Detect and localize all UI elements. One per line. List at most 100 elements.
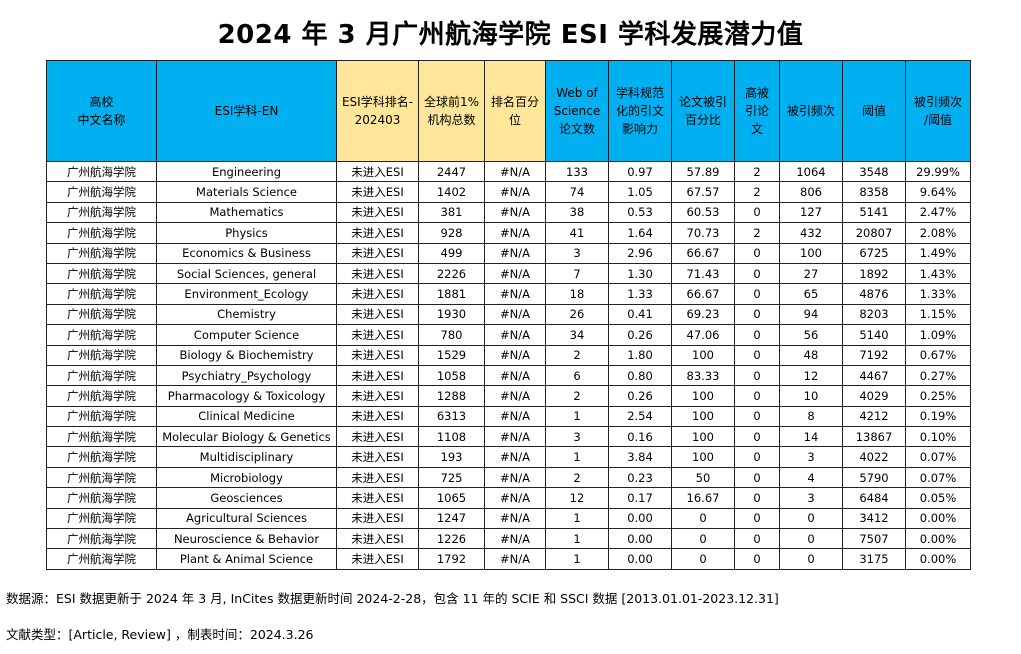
cell-citations: 806 xyxy=(779,181,843,203)
cell-school: 广州航海学院 xyxy=(46,446,157,468)
cell-esi-rank: 未进入ESI xyxy=(336,548,419,570)
cell-wos-papers: 1 xyxy=(545,528,609,550)
cell-rank-percentile: #N/A xyxy=(484,426,546,448)
cell-citation-ratio: 1.09% xyxy=(905,324,971,346)
cell-school: 广州航海学院 xyxy=(46,160,157,183)
cell-rank-percentile: #N/A xyxy=(484,487,546,509)
cell-citation-ratio: 0.00% xyxy=(905,507,971,530)
cell-citations: 12 xyxy=(779,364,843,387)
cell-wos-papers: 38 xyxy=(545,201,609,224)
cell-threshold: 4467 xyxy=(842,364,906,387)
cell-threshold: 5140 xyxy=(842,324,906,346)
cell-rank-percentile: #N/A xyxy=(484,222,546,244)
cell-highly-cited: 0 xyxy=(734,426,780,448)
document-type-note: 文献类型：[Article, Review] ，制表时间：2024.3.26 xyxy=(6,627,314,642)
cell-cnci: 0.00 xyxy=(608,548,672,570)
cell-school: 广州航海学院 xyxy=(46,405,157,428)
cell-highly-cited: 2 xyxy=(734,222,780,244)
cell-top1-total: 1108 xyxy=(418,426,485,448)
cell-citation-ratio: 1.15% xyxy=(905,303,971,326)
cell-rank-percentile: #N/A xyxy=(484,405,546,428)
cell-top1-total: 1058 xyxy=(418,364,485,387)
cell-threshold: 6725 xyxy=(842,242,906,264)
cell-citation-ratio: 0.25% xyxy=(905,385,971,407)
cell-threshold: 4212 xyxy=(842,405,906,428)
cell-top1-total: 193 xyxy=(418,446,485,468)
cell-wos-papers: 7 xyxy=(545,262,609,285)
cell-subject: Multidisciplinary xyxy=(156,446,337,468)
cell-subject: Mathematics xyxy=(156,201,337,224)
cell-highly-cited: 0 xyxy=(734,283,780,305)
col-header-rank-percentile: 排名百分 位 xyxy=(484,60,546,162)
cell-esi-rank: 未进入ESI xyxy=(336,262,419,285)
cell-highly-cited: 2 xyxy=(734,181,780,203)
cell-citation-ratio: 0.10% xyxy=(905,426,971,448)
cell-school: 广州航海学院 xyxy=(46,466,157,489)
cell-subject: Computer Science xyxy=(156,324,337,346)
cell-highly-cited: 0 xyxy=(734,242,780,264)
cell-top1-total: 725 xyxy=(418,466,485,489)
cell-wos-papers: 26 xyxy=(545,303,609,326)
table-body: 广州航海学院 Engineering 未进入ESI 2447 #N/A 133 0.97 57… xyxy=(46,160,971,570)
cell-cnci: 2.96 xyxy=(608,242,672,264)
cell-citation-ratio: 29.99% xyxy=(905,160,971,183)
cell-citation-ratio: 9.64% xyxy=(905,181,971,203)
cell-highly-cited: 0 xyxy=(734,303,780,326)
table-row: 广州航海学院 Geosciences 未进入ESI 1065 #N/A 12 0.17 16.… xyxy=(46,487,971,509)
cell-wos-papers: 41 xyxy=(545,222,609,244)
cell-wos-papers: 2 xyxy=(545,385,609,407)
cell-cited-percent: 0 xyxy=(671,528,735,550)
cell-wos-papers: 1 xyxy=(545,446,609,468)
cell-top1-total: 1288 xyxy=(418,385,485,407)
cell-top1-total: 6313 xyxy=(418,405,485,428)
cell-wos-papers: 133 xyxy=(545,160,609,183)
cell-cited-percent: 66.67 xyxy=(671,242,735,264)
table-row: 广州航海学院 Pharmacology & Toxicology 未进入ESI 128… xyxy=(46,385,971,407)
cell-cited-percent: 70.73 xyxy=(671,222,735,244)
cell-rank-percentile: #N/A xyxy=(484,385,546,407)
table-row: 广州航海学院 Psychiatry_Psychology 未进入ESI 1058 #N/… xyxy=(46,364,971,387)
cell-esi-rank: 未进入ESI xyxy=(336,487,419,509)
cell-rank-percentile: #N/A xyxy=(484,303,546,326)
cell-cited-percent: 100 xyxy=(671,344,735,366)
cell-rank-percentile: #N/A xyxy=(484,324,546,346)
cell-school: 广州航海学院 xyxy=(46,181,157,203)
col-header-citations: 被引频次 xyxy=(779,60,843,162)
cell-citations: 65 xyxy=(779,283,843,305)
cell-citation-ratio: 1.33% xyxy=(905,283,971,305)
cell-rank-percentile: #N/A xyxy=(484,160,546,183)
cell-cited-percent: 50 xyxy=(671,466,735,489)
cell-highly-cited: 0 xyxy=(734,487,780,509)
cell-citations: 14 xyxy=(779,426,843,448)
cell-citations: 3 xyxy=(779,487,843,509)
cell-cnci: 0.17 xyxy=(608,487,672,509)
cell-cited-percent: 69.23 xyxy=(671,303,735,326)
cell-citation-ratio: 0.07% xyxy=(905,466,971,489)
cell-citations: 432 xyxy=(779,222,843,244)
cell-citations: 48 xyxy=(779,344,843,366)
cell-threshold: 20807 xyxy=(842,222,906,244)
cell-threshold: 5790 xyxy=(842,466,906,489)
cell-esi-rank: 未进入ESI xyxy=(336,466,419,489)
cell-cnci: 1.64 xyxy=(608,222,672,244)
cell-citations: 1064 xyxy=(779,160,843,183)
cell-school: 广州航海学院 xyxy=(46,303,157,326)
table-row: 广州航海学院 Economics & Business 未进入ESI 499 #N/A 3… xyxy=(46,242,971,264)
cell-highly-cited: 0 xyxy=(734,446,780,468)
table-row: 广州航海学院 Engineering 未进入ESI 2447 #N/A 133 0.97 57… xyxy=(46,160,971,183)
cell-esi-rank: 未进入ESI xyxy=(336,507,419,530)
table-row: 广州航海学院 Microbiology 未进入ESI 725 #N/A 2 0.23 50 0 4… xyxy=(46,466,971,489)
cell-school: 广州航海学院 xyxy=(46,344,157,366)
cell-esi-rank: 未进入ESI xyxy=(336,385,419,407)
col-header-subject: ESI学科-EN xyxy=(156,60,337,162)
cell-esi-rank: 未进入ESI xyxy=(336,222,419,244)
cell-rank-percentile: #N/A xyxy=(484,446,546,468)
cell-school: 广州航海学院 xyxy=(46,507,157,530)
cell-cnci: 2.54 xyxy=(608,405,672,428)
cell-subject: Psychiatry_Psychology xyxy=(156,364,337,387)
cell-top1-total: 499 xyxy=(418,242,485,264)
cell-school: 广州航海学院 xyxy=(46,426,157,448)
cell-citations: 27 xyxy=(779,262,843,285)
cell-highly-cited: 0 xyxy=(734,324,780,346)
cell-esi-rank: 未进入ESI xyxy=(336,446,419,468)
